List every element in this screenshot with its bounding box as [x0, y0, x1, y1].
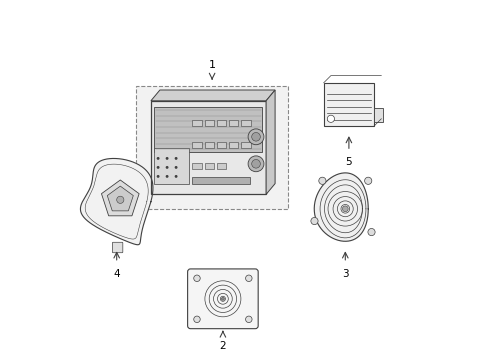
FancyBboxPatch shape	[151, 101, 265, 194]
Polygon shape	[80, 158, 153, 245]
FancyBboxPatch shape	[323, 83, 373, 126]
Circle shape	[367, 229, 374, 236]
Circle shape	[364, 177, 371, 184]
Text: 1: 1	[208, 60, 215, 70]
FancyBboxPatch shape	[373, 108, 382, 122]
Circle shape	[165, 175, 168, 178]
FancyBboxPatch shape	[204, 120, 214, 126]
Circle shape	[310, 217, 317, 225]
Circle shape	[245, 275, 251, 282]
Circle shape	[193, 316, 200, 323]
Polygon shape	[107, 186, 133, 211]
FancyBboxPatch shape	[112, 242, 122, 253]
Text: 4: 4	[113, 269, 120, 279]
Polygon shape	[102, 180, 139, 216]
Text: 2: 2	[219, 341, 226, 351]
Circle shape	[326, 115, 334, 122]
Circle shape	[245, 316, 251, 323]
FancyBboxPatch shape	[136, 86, 287, 209]
FancyBboxPatch shape	[204, 142, 214, 148]
FancyBboxPatch shape	[216, 163, 226, 169]
Circle shape	[174, 175, 177, 178]
Circle shape	[247, 156, 264, 172]
Polygon shape	[151, 90, 275, 101]
Circle shape	[174, 166, 177, 169]
FancyBboxPatch shape	[216, 120, 226, 126]
FancyBboxPatch shape	[192, 142, 202, 148]
FancyBboxPatch shape	[216, 142, 226, 148]
Circle shape	[174, 157, 177, 160]
FancyBboxPatch shape	[187, 269, 258, 329]
Circle shape	[221, 297, 224, 300]
Circle shape	[318, 177, 325, 184]
Circle shape	[156, 175, 159, 178]
Circle shape	[193, 275, 200, 282]
FancyBboxPatch shape	[192, 120, 202, 126]
FancyBboxPatch shape	[228, 142, 238, 148]
Circle shape	[117, 196, 123, 203]
Circle shape	[251, 132, 260, 141]
FancyBboxPatch shape	[241, 142, 250, 148]
Circle shape	[165, 166, 168, 169]
Circle shape	[342, 206, 347, 212]
Polygon shape	[265, 90, 275, 194]
Circle shape	[251, 159, 260, 168]
Text: 5: 5	[345, 157, 351, 167]
Circle shape	[156, 157, 159, 160]
Text: 3: 3	[341, 269, 348, 279]
Polygon shape	[314, 173, 367, 241]
FancyBboxPatch shape	[154, 107, 262, 152]
FancyBboxPatch shape	[154, 148, 189, 184]
FancyBboxPatch shape	[192, 177, 249, 184]
FancyBboxPatch shape	[192, 163, 202, 169]
Circle shape	[247, 129, 264, 145]
Circle shape	[165, 157, 168, 160]
Circle shape	[156, 166, 159, 169]
FancyBboxPatch shape	[228, 120, 238, 126]
FancyBboxPatch shape	[241, 120, 250, 126]
FancyBboxPatch shape	[204, 163, 214, 169]
